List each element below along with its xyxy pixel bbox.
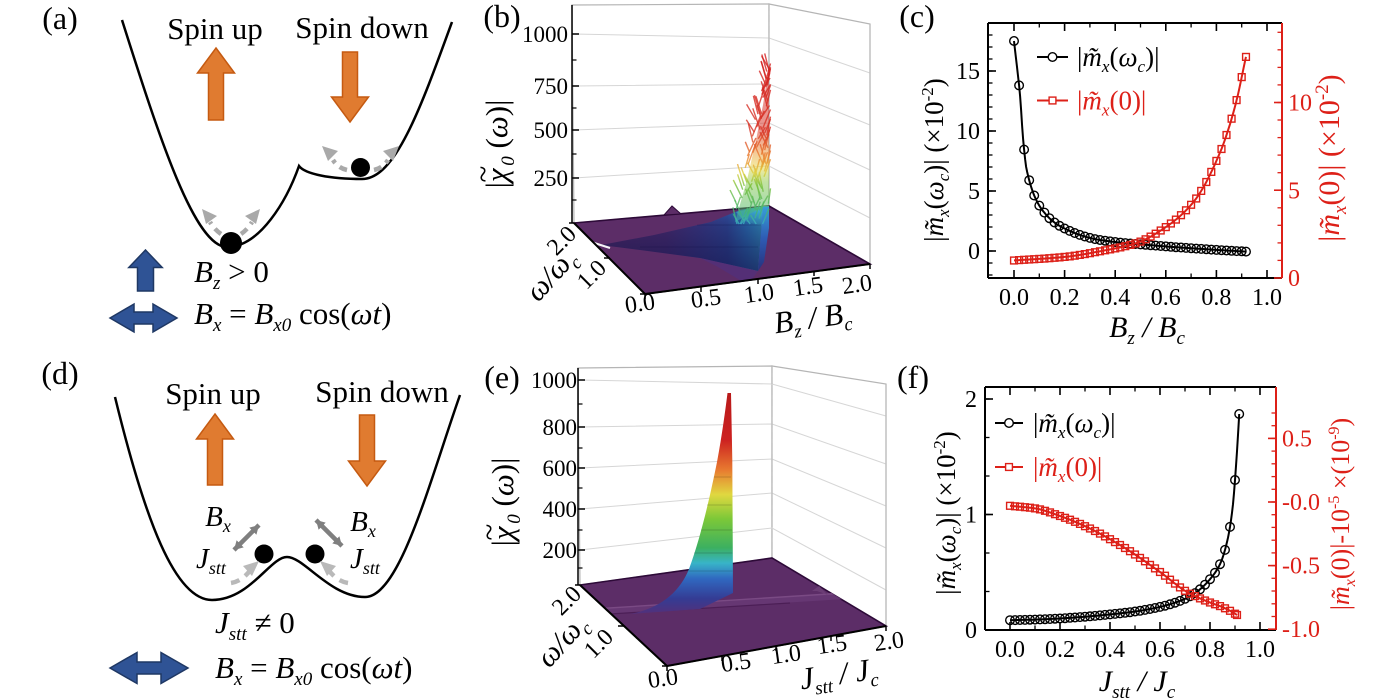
svg-text:1000: 1000 xyxy=(531,368,577,393)
svg-text:0.0: 0.0 xyxy=(999,285,1029,311)
svg-text:(b): (b) xyxy=(483,0,520,34)
svg-text:15: 15 xyxy=(956,59,980,85)
svg-text:-0.0: -0.0 xyxy=(1282,490,1320,516)
svg-text:(a): (a) xyxy=(42,0,78,36)
svg-text:250: 250 xyxy=(534,166,569,191)
svg-text:400: 400 xyxy=(543,497,578,522)
svg-text:(e): (e) xyxy=(484,359,520,395)
svg-text:1: 1 xyxy=(965,503,977,529)
svg-text:|m̃x​(ωc​)|: |m̃x​(ωc​)| xyxy=(1077,42,1159,76)
svg-text:10: 10 xyxy=(1288,91,1312,117)
svg-text:1.0: 1.0 xyxy=(1252,285,1282,311)
svg-text:0.8: 0.8 xyxy=(1201,285,1231,311)
svg-text:|m̃x​(ωc​)| (×10-2​): |m̃x​(ωc​)| (×10-2​) xyxy=(918,78,953,242)
svg-text:600: 600 xyxy=(543,456,578,481)
svg-text:0.6: 0.6 xyxy=(1151,285,1181,311)
svg-text:|χ~​0​ (ω)|: |χ~​0​ (ω)| xyxy=(471,458,525,547)
svg-text:0: 0 xyxy=(1288,266,1300,292)
svg-text:0.0: 0.0 xyxy=(995,637,1025,663)
svg-text:10: 10 xyxy=(956,119,980,145)
svg-text:-0.5: -0.5 xyxy=(1282,554,1320,580)
svg-text:Bx​: Bx​ xyxy=(205,501,231,536)
svg-text:1.5: 1.5 xyxy=(791,272,824,302)
svg-text:0: 0 xyxy=(965,618,977,644)
svg-text:Spin up: Spin up xyxy=(167,11,263,46)
svg-text:|m̃x​(ωc​)|: |m̃x​(ωc​)| xyxy=(1033,408,1115,442)
svg-text:Jstt​: Jstt​ xyxy=(196,543,227,578)
svg-text:|χ~​0​ (ω)|: |χ~​0​ (ω)| xyxy=(465,100,519,189)
svg-text:5: 5 xyxy=(968,179,980,205)
svg-text:Jstt​: Jstt​ xyxy=(350,543,381,578)
svg-text:0.2: 0.2 xyxy=(1050,285,1080,311)
svg-text:750: 750 xyxy=(534,74,569,99)
svg-text:1.0: 1.0 xyxy=(742,279,775,309)
svg-text:0.5: 0.5 xyxy=(719,648,752,678)
svg-text:Bx​ = Bx0​ cos(ωt): Bx​ = Bx0​ cos(ωt) xyxy=(194,296,391,336)
svg-text:Bz​ / Bc​: Bz​ / Bc​ xyxy=(772,295,855,346)
svg-text:5: 5 xyxy=(1288,178,1300,204)
svg-text:0.4: 0.4 xyxy=(1100,285,1130,311)
svg-text:Bz​ > 0: Bz​ > 0 xyxy=(194,254,269,294)
svg-text:2.0: 2.0 xyxy=(840,270,873,300)
svg-text:0.5: 0.5 xyxy=(1282,426,1312,452)
svg-text:2: 2 xyxy=(965,387,977,413)
svg-text:500: 500 xyxy=(534,118,569,143)
svg-text:(c): (c) xyxy=(899,0,935,34)
svg-text:0.0: 0.0 xyxy=(646,664,679,694)
svg-text:Jstt​ / Jc​: Jstt​ / Jc​ xyxy=(797,651,880,700)
svg-text:Jstt​ ≠ 0: Jstt​ ≠ 0 xyxy=(215,605,295,645)
svg-text:Bx​ = Bx0​ cos(ωt): Bx​ = Bx0​ cos(ωt) xyxy=(215,650,412,690)
svg-text:|m̃x​(0)|: |m̃x​(0)| xyxy=(1033,452,1102,486)
svg-text:1.0: 1.0 xyxy=(1245,637,1275,663)
svg-text:1.5: 1.5 xyxy=(815,630,848,660)
svg-text:0.2: 0.2 xyxy=(1045,637,1075,663)
svg-text:1.0: 1.0 xyxy=(769,640,802,670)
svg-text:Bz​ / Bc​: Bz​ / Bc​ xyxy=(1109,311,1185,349)
svg-text:-1.0: -1.0 xyxy=(1282,617,1320,643)
svg-text:|m̃x​(0)|-10-5​ ×(10-9​): |m̃x​(0)|-10-5​ ×(10-9​) xyxy=(1326,418,1359,610)
svg-text:(f): (f) xyxy=(897,359,929,395)
svg-text:|m̃x​(ωc​)| (×10-2​): |m̃x​(ωc​)| (×10-2​) xyxy=(930,431,965,595)
svg-text:1000: 1000 xyxy=(522,22,568,47)
svg-text:0: 0 xyxy=(968,239,980,265)
svg-text:Spin up: Spin up xyxy=(165,376,261,411)
svg-text:0.6: 0.6 xyxy=(1145,637,1175,663)
svg-text:Bx​: Bx​ xyxy=(350,506,376,541)
svg-text:Spin down: Spin down xyxy=(315,374,449,409)
svg-text:Jstt​ / Jc​: Jstt​ / Jc​ xyxy=(1099,665,1176,700)
svg-text:2.0: 2.0 xyxy=(872,627,905,657)
svg-text:0.5: 0.5 xyxy=(689,284,722,314)
svg-text:|m̃x​(0)| (×10-2​): |m̃x​(0)| (×10-2​) xyxy=(1312,74,1351,241)
svg-text:(d): (d) xyxy=(41,355,78,391)
svg-text:|m̃x​(0)|: |m̃x​(0)| xyxy=(1077,86,1146,120)
svg-text:Spin down: Spin down xyxy=(295,10,429,45)
svg-text:0.8: 0.8 xyxy=(1195,637,1225,663)
svg-text:200: 200 xyxy=(543,538,578,563)
svg-text:0.4: 0.4 xyxy=(1095,637,1125,663)
svg-text:800: 800 xyxy=(543,415,578,440)
